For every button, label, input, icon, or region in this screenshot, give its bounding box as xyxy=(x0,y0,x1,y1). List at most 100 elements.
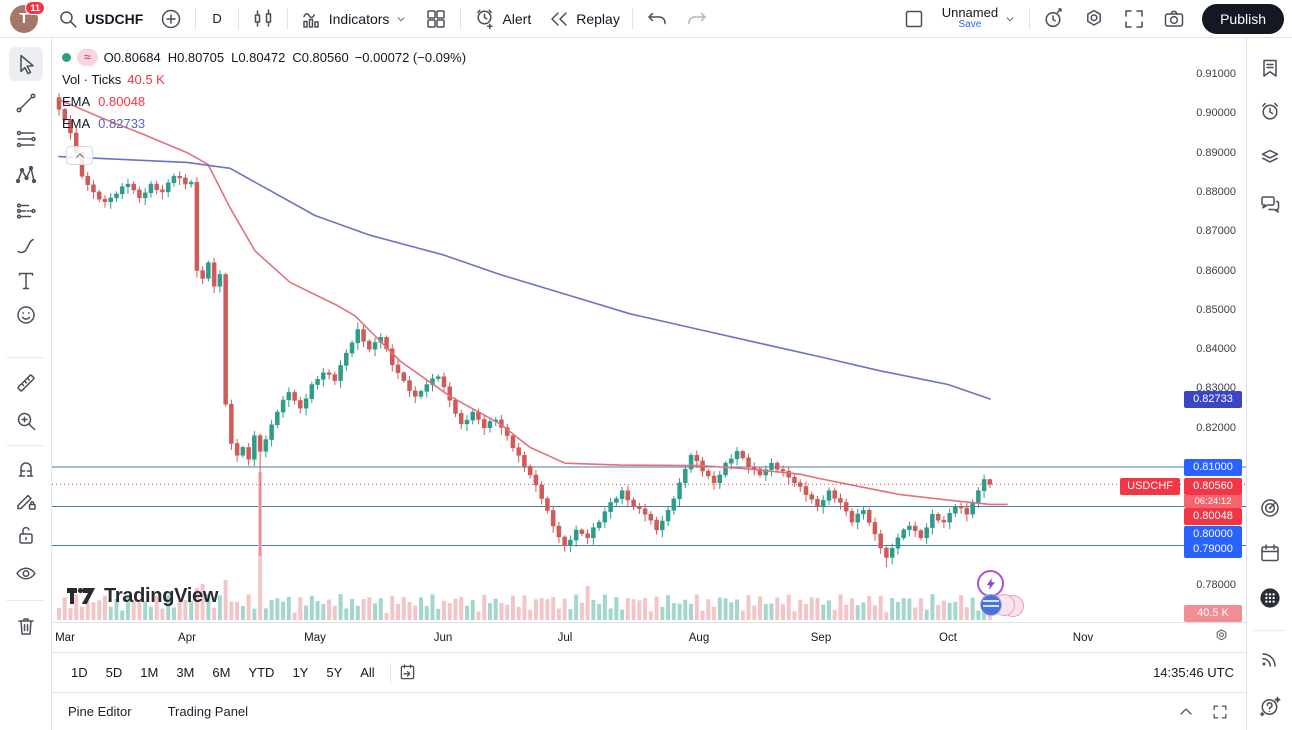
month-label-nov: Nov xyxy=(1072,631,1094,644)
indicator-templates-button[interactable] xyxy=(416,4,456,34)
brush-icon[interactable] xyxy=(9,230,43,264)
range-button-ytd[interactable]: YTD xyxy=(248,665,275,680)
trading-panel-tab[interactable]: Trading Panel xyxy=(167,704,249,719)
bottom-panel-bar: Pine Editor Trading Panel xyxy=(52,692,1246,730)
redo-button[interactable] xyxy=(677,4,717,34)
range-button-5y[interactable]: 5Y xyxy=(326,665,343,680)
range-button-5d[interactable]: 5D xyxy=(105,665,123,680)
symbol-search-button[interactable]: USDCHF xyxy=(48,4,151,34)
layout-name: Unnamed xyxy=(941,5,999,21)
xabcd-pattern-icon[interactable] xyxy=(9,158,43,192)
replay-icon xyxy=(547,7,571,31)
hline-079-badge: 0.79000 xyxy=(1184,541,1242,558)
publish-button[interactable]: Publish xyxy=(1202,3,1284,34)
apps-grid-icon[interactable] xyxy=(1253,581,1287,615)
range-button-3m[interactable]: 3M xyxy=(176,665,195,680)
time-axis[interactable]: Mar Apr May Jun Jul Aug Sep Oct Nov xyxy=(52,622,1246,652)
footer-separator xyxy=(389,662,391,683)
sidebar-separator xyxy=(6,357,45,358)
ohlc-c: C0.80560 xyxy=(292,49,349,65)
replay-label: Replay xyxy=(576,10,620,27)
eye-icon[interactable] xyxy=(9,556,43,590)
top-toolbar: T 11 USDCHF D Indicators xyxy=(0,0,1292,38)
panel-restore-icon[interactable] xyxy=(1210,702,1230,722)
fib-lines-icon[interactable] xyxy=(9,122,43,156)
legend-collapse-button[interactable] xyxy=(66,146,93,165)
calendar-icon[interactable] xyxy=(1253,536,1287,570)
help-icon[interactable] xyxy=(1253,689,1287,723)
radar-icon[interactable] xyxy=(1253,491,1287,525)
text-icon[interactable] xyxy=(9,264,43,298)
clock-bolt-icon xyxy=(1042,7,1066,31)
ohlc-o: O0.80684 xyxy=(103,49,161,65)
emoji-icon[interactable] xyxy=(9,298,43,332)
cursor-icon[interactable] xyxy=(8,47,43,81)
plus-circle-icon xyxy=(159,7,183,31)
sidebar-separator xyxy=(1253,630,1286,631)
indicators-icon xyxy=(300,7,324,31)
ohlc-values: O0.80684 H0.80705 L0.80472 C0.80560 xyxy=(104,50,349,65)
broadcast-icon[interactable] xyxy=(1253,641,1287,675)
user-avatar[interactable]: T 11 xyxy=(10,0,45,33)
range-button-1y[interactable]: 1Y xyxy=(292,665,309,680)
chart-style-button[interactable] xyxy=(243,4,283,34)
snapshot-button[interactable] xyxy=(1154,4,1194,34)
month-label-oct: Oct xyxy=(939,631,957,644)
ema-slow-legend-row[interactable]: EMA 0.82733 xyxy=(62,112,466,134)
range-button-1m[interactable]: 1M xyxy=(140,665,159,680)
zoom-in-icon[interactable] xyxy=(9,404,43,438)
hline-080-badge: 0.80000 xyxy=(1184,526,1242,543)
chart-settings-button[interactable] xyxy=(1074,4,1114,34)
hline-081-badge: 0.81000 xyxy=(1184,459,1242,476)
undo-button[interactable] xyxy=(637,4,677,34)
symbol-legend-row[interactable]: ≈ O0.80684 H0.80705 L0.80472 C0.80560 −0.00… xyxy=(62,46,466,68)
clock-utc[interactable]: 14:35:46 UTC xyxy=(1153,665,1234,680)
trash-icon[interactable] xyxy=(9,609,43,643)
alarm-icon[interactable] xyxy=(1253,94,1287,128)
volume-badge: 40.5 K xyxy=(1184,605,1242,622)
draw-lock-icon[interactable] xyxy=(9,484,43,518)
reaction-bolt-icon[interactable] xyxy=(977,570,1004,597)
fullscreen-button[interactable] xyxy=(1114,4,1154,34)
lock-icon[interactable] xyxy=(9,518,43,552)
range-button-all[interactable]: All xyxy=(360,665,375,680)
range-button-6m[interactable]: 6M xyxy=(212,665,231,680)
ema-fast-label: EMA xyxy=(62,93,91,109)
projection-icon[interactable] xyxy=(9,194,43,228)
change-value: −0.00072 (−0.09%) xyxy=(354,49,467,65)
chart-canvas[interactable] xyxy=(52,38,1246,622)
ema-fast-legend-row[interactable]: EMA 0.80048 xyxy=(62,90,466,112)
trend-line-icon[interactable] xyxy=(9,86,43,120)
month-label-sep: Sep xyxy=(810,631,832,644)
alert-button[interactable]: Alert xyxy=(465,4,539,34)
range-button-1d[interactable]: 1D xyxy=(71,665,88,680)
ruler-icon[interactable] xyxy=(9,366,43,400)
save-layout-button[interactable]: Unnamed Save xyxy=(934,4,1025,34)
chat-icon[interactable] xyxy=(1253,187,1287,221)
month-label-mar: Mar xyxy=(55,631,75,644)
pine-editor-tab[interactable]: Pine Editor xyxy=(68,704,132,719)
timeframe-button[interactable]: D xyxy=(200,4,233,34)
axis-settings-gear-icon[interactable] xyxy=(1213,627,1230,649)
replay-button[interactable]: Replay xyxy=(539,4,628,34)
indicators-label: Indicators xyxy=(328,10,390,27)
magnet-icon[interactable] xyxy=(9,451,43,485)
goto-date-button[interactable] xyxy=(397,662,418,683)
layout-select-button[interactable] xyxy=(894,4,934,34)
drawing-toolbar xyxy=(0,38,52,730)
chart-legend: ≈ O0.80684 H0.80705 L0.80472 C0.80560 −0.00… xyxy=(62,46,466,134)
price-tick: 0.89000 xyxy=(1196,146,1236,159)
compare-add-button[interactable] xyxy=(151,4,191,34)
ema-fast-value: 0.80048 xyxy=(98,93,146,109)
layout-square-icon xyxy=(902,7,926,31)
price-tick: 0.87000 xyxy=(1196,225,1236,238)
chart-area: ≈ O0.80684 H0.80705 L0.80472 C0.80560 −0.00… xyxy=(52,38,1246,730)
watchlist-icon[interactable] xyxy=(1253,51,1287,85)
approx-chip[interactable]: ≈ xyxy=(77,48,98,66)
indicators-button[interactable]: Indicators xyxy=(292,4,417,34)
quick-action-button[interactable] xyxy=(1034,4,1074,34)
last-price-badge: 0.80560 xyxy=(1184,478,1242,495)
layers-icon[interactable] xyxy=(1253,140,1287,174)
volume-legend-row[interactable]: Vol · Ticks 40.5 K xyxy=(62,68,466,90)
panel-expand-chevron-icon[interactable] xyxy=(1176,702,1196,722)
